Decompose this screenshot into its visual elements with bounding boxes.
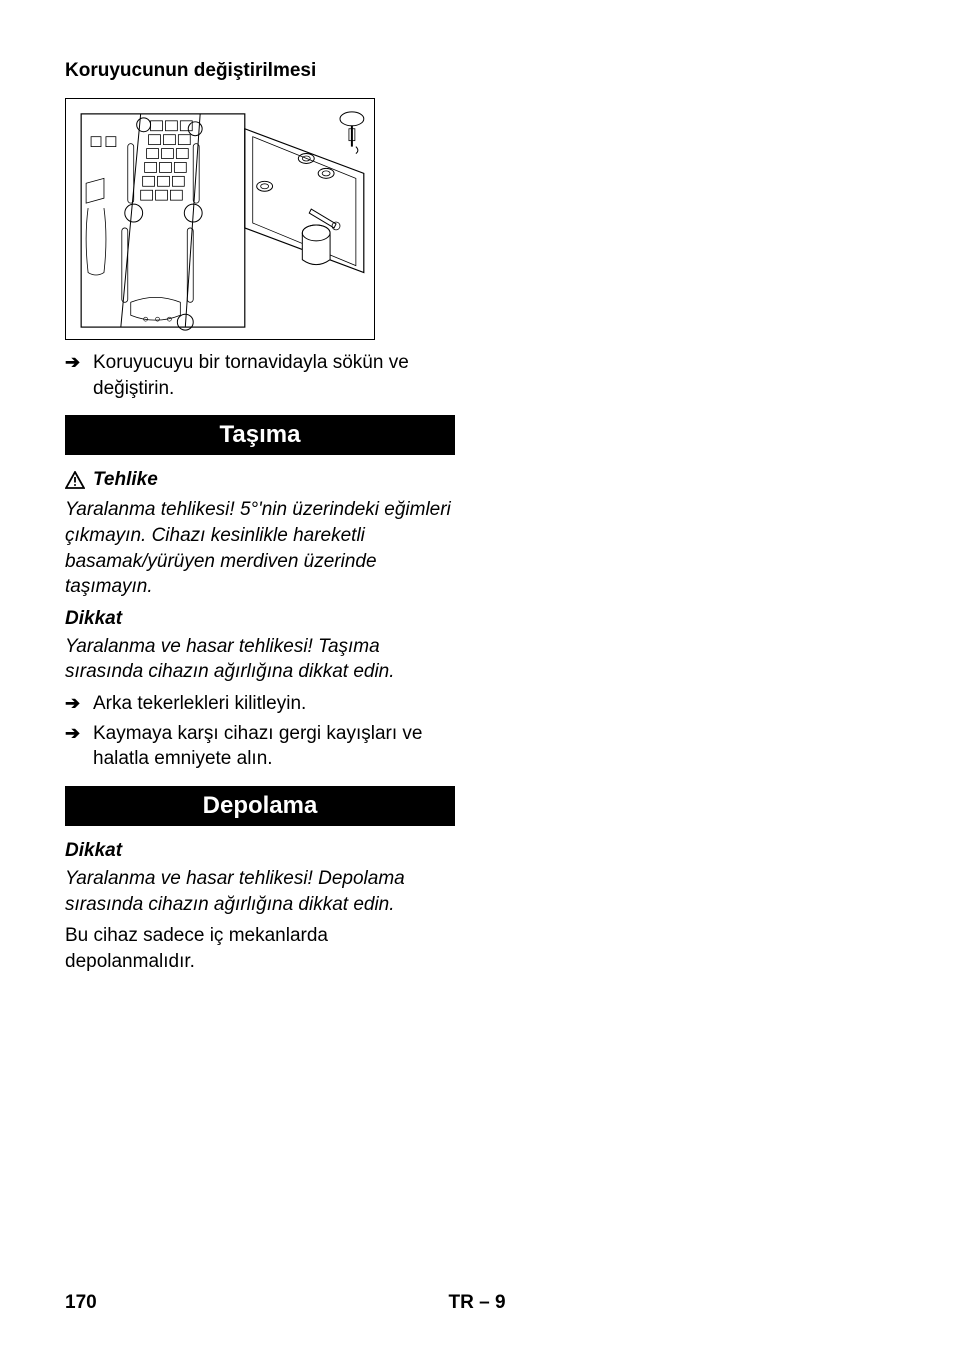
- caution-text: Yaralanma ve hasar tehlikesi! Depolama s…: [65, 866, 455, 917]
- footer-center: TR – 9: [448, 1292, 505, 1314]
- storage-header: Depolama: [65, 786, 455, 826]
- danger-label: Tehlike: [93, 469, 158, 491]
- page-number: 170: [65, 1292, 97, 1314]
- instruction-text: Koruyucuyu bir tornavidayla sökün ve değ…: [93, 350, 455, 401]
- section-number: – 9: [479, 1292, 505, 1313]
- lang-code: TR: [448, 1292, 473, 1313]
- instruction-text: Arka tekerlekleri kilitleyin.: [93, 691, 455, 717]
- arrow-icon: ➔: [65, 721, 93, 745]
- caution-label: Dikkat: [65, 840, 455, 862]
- danger-warning: Tehlike: [65, 469, 455, 491]
- bullet-item: ➔ Koruyucuyu bir tornavidayla sökün ve d…: [65, 350, 455, 401]
- caution-label: Dikkat: [65, 608, 455, 630]
- arrow-icon: ➔: [65, 350, 93, 374]
- arrow-icon: ➔: [65, 691, 93, 715]
- caution-text: Yaralanma ve hasar tehlikesi! Taşıma sır…: [65, 634, 455, 685]
- page-footer: 170 TR – 9: [65, 1292, 889, 1314]
- bullet-item: ➔ Kaymaya karşı cihazı gergi kayışları v…: [65, 721, 455, 772]
- section-heading: Koruyucunun değiştirilmesi: [65, 60, 455, 82]
- storage-text: Bu cihaz sadece iç mekanlarda depolanmal…: [65, 923, 455, 974]
- transport-header: Taşıma: [65, 415, 455, 455]
- technical-diagram: [66, 99, 374, 339]
- content-column: Koruyucunun değiştirilmesi: [65, 60, 455, 975]
- warning-triangle-icon: [65, 471, 85, 489]
- instruction-text: Kaymaya karşı cihazı gergi kayışları ve …: [93, 721, 455, 772]
- diagram-guard-replacement: [65, 98, 375, 340]
- danger-text: Yaralanma tehlikesi! 5°'nin üzerindeki e…: [65, 497, 455, 600]
- bullet-item: ➔ Arka tekerlekleri kilitleyin.: [65, 691, 455, 717]
